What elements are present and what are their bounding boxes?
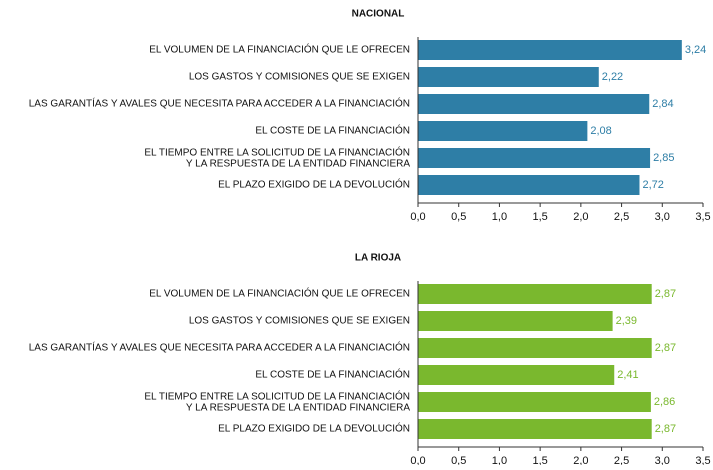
value-label: 2,85 (653, 152, 674, 164)
category-label: EL PLAZO EXIGIDO DE LA DEVOLUCIÓN (218, 422, 410, 435)
value-label: 2,39 (616, 315, 637, 327)
value-label: 3,24 (685, 44, 706, 56)
x-tick-label: 1,0 (492, 211, 507, 223)
category-label: EL TIEMPO ENTRE LA SOLICITUD DE LA FINAN… (144, 389, 410, 413)
bar (418, 94, 650, 114)
x-tick-label: 3,5 (695, 455, 710, 465)
value-label: 2,08 (590, 125, 611, 137)
category-label: EL TIEMPO ENTRE LA SOLICITUD DE LA FINAN… (144, 145, 410, 169)
x-tick-label: 3,0 (655, 455, 670, 465)
category-label: EL COSTE DE LA FINANCIACIÓN (255, 124, 410, 137)
category-label: EL COSTE DE LA FINANCIACIÓN (255, 368, 410, 381)
value-label: 2,22 (602, 71, 623, 83)
value-label: 2,87 (655, 342, 676, 354)
value-label: 2,84 (652, 98, 673, 110)
value-label: 2,41 (617, 369, 638, 381)
x-tick-label: 0,0 (410, 455, 425, 465)
value-label: 2,72 (642, 179, 663, 191)
category-label: LAS GARANTÍAS Y AVALES QUE NECESITA PARA… (29, 97, 410, 110)
bar (418, 338, 652, 358)
x-tick-label: 1,5 (532, 455, 547, 465)
bar (418, 392, 651, 412)
bar (418, 419, 652, 439)
value-label: 2,86 (654, 396, 675, 408)
x-tick-label: 3,0 (655, 211, 670, 223)
category-label: LOS GASTOS Y COMISIONES QUE SE EXIGEN (189, 72, 410, 83)
bar (418, 121, 588, 141)
x-tick-label: 2,5 (614, 211, 629, 223)
bar (418, 284, 652, 304)
x-tick-label: 0,5 (451, 455, 466, 465)
value-label: 2,87 (655, 423, 676, 435)
bar (418, 67, 599, 87)
x-tick-label: 2,0 (573, 211, 588, 223)
bar (418, 311, 613, 331)
chart-title: NACIONAL (352, 9, 405, 20)
x-tick-label: 3,5 (695, 211, 710, 223)
bar (418, 148, 651, 168)
x-tick-label: 0,0 (410, 211, 425, 223)
category-label: LOS GASTOS Y COMISIONES QUE SE EXIGEN (189, 316, 410, 327)
x-tick-label: 2,0 (573, 455, 588, 465)
x-tick-label: 2,5 (614, 455, 629, 465)
category-label: EL PLAZO EXIGIDO DE LA DEVOLUCIÓN (218, 178, 410, 191)
x-tick-label: 1,5 (532, 211, 547, 223)
x-tick-label: 0,5 (451, 211, 466, 223)
chart-title: LA RIOJA (355, 253, 401, 264)
category-label: EL VOLUMEN DE LA FINANCIACIÓN QUE LE OFR… (149, 43, 410, 56)
category-label: LAS GARANTÍAS Y AVALES QUE NECESITA PARA… (29, 341, 410, 354)
bar (418, 365, 615, 385)
value-label: 2,87 (655, 288, 676, 300)
bar (418, 40, 682, 60)
category-label: EL VOLUMEN DE LA FINANCIACIÓN QUE LE OFR… (149, 287, 410, 300)
x-tick-label: 1,0 (492, 455, 507, 465)
bar (418, 175, 640, 195)
